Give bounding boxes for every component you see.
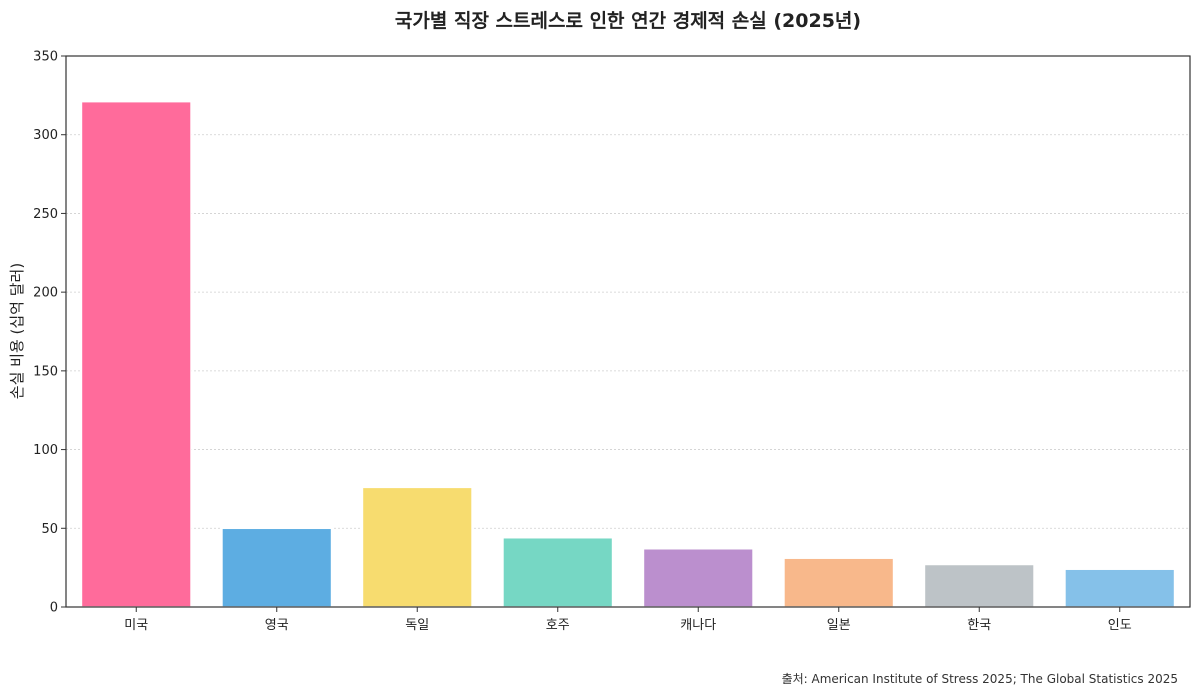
y-tick-label: 300 bbox=[33, 128, 58, 143]
bar-1 bbox=[221, 527, 333, 608]
y-tick-label: 0 bbox=[50, 601, 58, 616]
bar-7 bbox=[1064, 568, 1176, 608]
bar-5 bbox=[783, 557, 895, 608]
y-tick-label: 250 bbox=[33, 207, 58, 222]
y-tick-label: 100 bbox=[33, 443, 58, 458]
bar-3 bbox=[502, 536, 614, 608]
x-tick-label: 독일 bbox=[405, 618, 429, 633]
y-axis-ticks: 0 50 100 150 200 250 300 350 bbox=[33, 50, 66, 616]
x-tick-label: 인도 bbox=[1108, 618, 1132, 633]
x-tick-label: 캐나다 bbox=[680, 618, 716, 633]
source-note: 출처: American Institute of Stress 2025; T… bbox=[782, 672, 1178, 686]
bar-2 bbox=[361, 486, 473, 608]
x-tick-label: 미국 bbox=[124, 618, 148, 633]
y-tick-label: 150 bbox=[33, 364, 58, 379]
plot-frame bbox=[65, 55, 1191, 608]
bars bbox=[80, 100, 1176, 608]
bar-4 bbox=[642, 548, 754, 608]
x-tick-label: 영국 bbox=[265, 618, 289, 633]
y-axis-label: 손실 비용 (십억 달러) bbox=[8, 263, 26, 399]
y-tick-label: 50 bbox=[41, 522, 58, 537]
x-axis-ticks: 미국 영국 독일 호주 캐나다 일본 한국 인도 bbox=[124, 607, 1132, 633]
chart-title: 국가별 직장 스트레스로 인한 연간 경제적 손실 (2025년) bbox=[395, 10, 861, 32]
grid-lines bbox=[66, 134, 1190, 529]
bar-6 bbox=[923, 563, 1035, 608]
y-tick-label: 200 bbox=[33, 286, 58, 301]
bar-0 bbox=[80, 100, 192, 608]
x-tick-label: 호주 bbox=[546, 618, 570, 633]
x-tick-label: 일본 bbox=[827, 618, 851, 633]
x-tick-label: 한국 bbox=[967, 618, 991, 633]
y-tick-label: 350 bbox=[33, 50, 58, 65]
